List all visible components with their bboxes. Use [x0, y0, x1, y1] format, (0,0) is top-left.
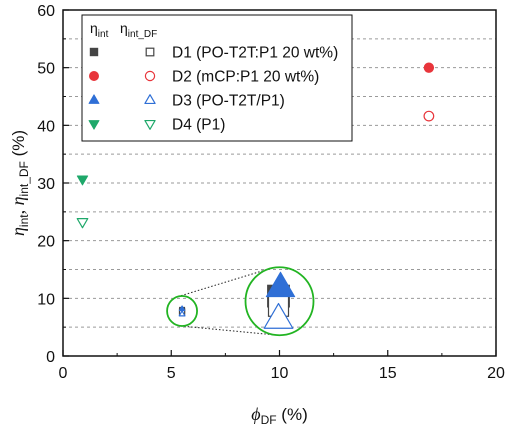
legend-label: D2 (mCP:P1 20 wt%) [172, 69, 319, 86]
zoom-connector [177, 268, 270, 298]
x-axis-title: ϕDF (%) [251, 404, 308, 427]
axis-ticks: 0 5 10 15 20 0 10 20 30 40 50 60 [37, 3, 505, 382]
point-d4-eta-int-df [76, 218, 89, 229]
y-axis-title: ηint, ηint_DF (%) [8, 130, 31, 236]
point-d3-eta-int-df [178, 310, 186, 317]
legend-marker-open [145, 47, 155, 57]
y-tick-label: 50 [37, 61, 55, 78]
axis-titles: ϕDF (%) ηint, ηint_DF (%) [8, 130, 308, 427]
x-tick-label: 10 [271, 365, 289, 382]
zoom-point-d3-eta-int [265, 271, 296, 298]
data-points [76, 62, 435, 317]
legend-marker-open [144, 94, 156, 105]
legend-label: D3 (PO-T2T/P1) [172, 93, 285, 110]
legend-marker-filled [88, 94, 100, 104]
legend-marker-open [144, 119, 156, 130]
zoom-inset [166, 266, 315, 337]
legend-label: D1 (PO-T2T:P1 20 wt%) [172, 45, 338, 62]
legend-head-open: ηint_DF [120, 20, 157, 40]
legend-marker-filled [89, 71, 100, 82]
legend-head-filled: ηint [90, 20, 109, 40]
zoom-source-circle [166, 295, 198, 327]
legend-marker-open [144, 70, 156, 82]
point-d4-eta-int [76, 175, 89, 186]
zoom-magnified-circle [244, 266, 315, 337]
y-tick-label: 30 [37, 176, 55, 193]
zoom-point-d3-eta-int-df [263, 302, 294, 329]
y-tick-label: 0 [46, 349, 55, 366]
legend-marker-filled [89, 47, 99, 57]
y-tick-label: 20 [37, 234, 55, 251]
x-tick-label: 0 [59, 365, 68, 382]
y-tick-label: 40 [37, 118, 55, 135]
legend-box [81, 14, 353, 142]
legend: ηint ηint_DF D1 (PO-T2T:P1 20 wt%) D2 (mCP:… [81, 14, 353, 142]
point-d2-eta-int-df [423, 110, 435, 122]
y-tick-label: 10 [37, 291, 55, 308]
x-tick-label: 5 [167, 365, 176, 382]
x-tick-label: 15 [379, 365, 397, 382]
x-tick-label: 20 [487, 365, 505, 382]
legend-label: D4 (P1) [172, 117, 225, 134]
point-d2-eta-int [423, 62, 435, 73]
legend-marker-filled [88, 120, 100, 130]
y-tick-label: 60 [37, 3, 55, 20]
